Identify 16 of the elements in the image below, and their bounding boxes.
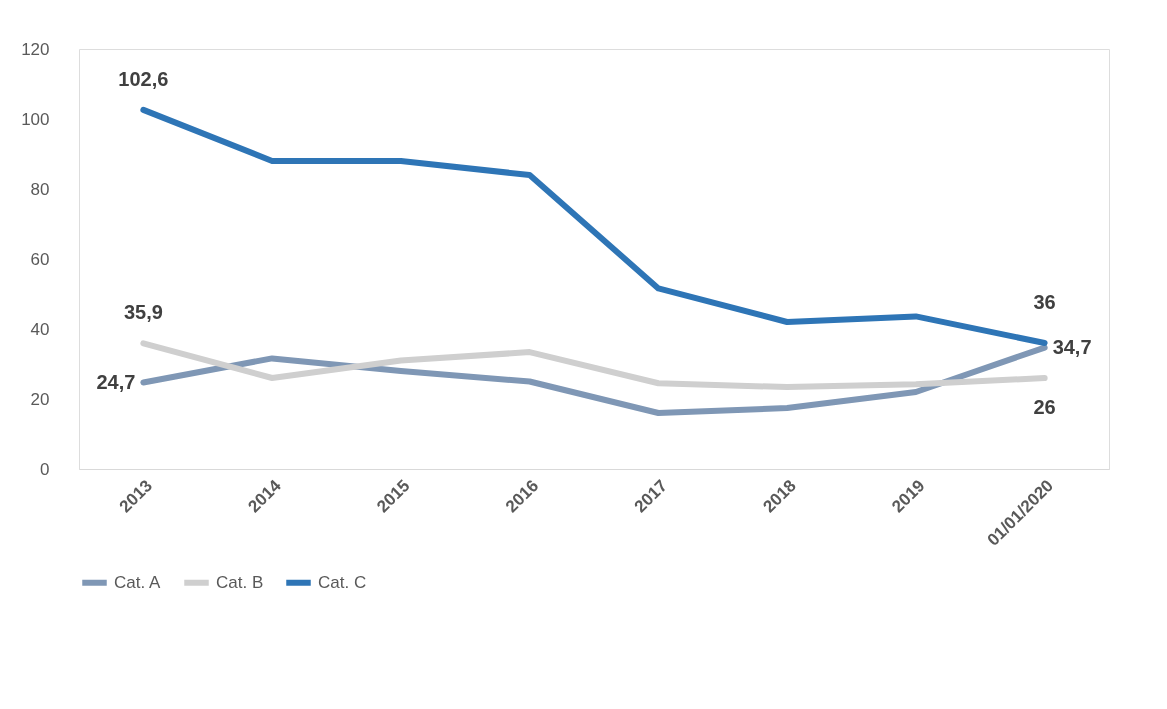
y-tick-label: 40 xyxy=(30,319,50,339)
legend-label: Cat. B xyxy=(216,572,264,592)
y-tick-label: 0 xyxy=(40,459,50,479)
data-label: 36 xyxy=(1033,291,1056,313)
legend-label: Cat. C xyxy=(318,572,367,592)
y-tick-label: 100 xyxy=(21,109,50,129)
data-label: 102,6 xyxy=(118,67,169,90)
data-label: 24,7 xyxy=(96,370,136,393)
y-tick-label: 20 xyxy=(30,389,50,409)
y-tick-label: 60 xyxy=(30,249,50,269)
data-label: 34,7 xyxy=(1052,335,1092,358)
data-label: 35,9 xyxy=(123,301,163,324)
legend-label: Cat. A xyxy=(114,572,161,592)
y-tick-label: 80 xyxy=(30,179,50,199)
y-tick-label: 120 xyxy=(21,39,50,59)
data-label: 26 xyxy=(1033,396,1056,418)
